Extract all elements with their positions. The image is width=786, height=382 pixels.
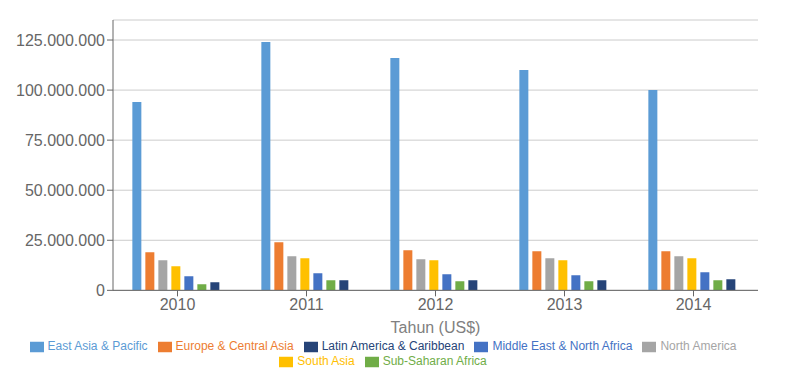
html-text:East Asia & Pacific: East Asia & Pacific bbox=[47, 339, 148, 354]
html-text:Latin America & Caribbean: Latin America & Caribbean bbox=[321, 339, 465, 354]
svg-text:0: 0 bbox=[96, 282, 105, 299]
svg-text:2014: 2014 bbox=[676, 296, 712, 313]
svg-text:125.000.000: 125.000.000 bbox=[16, 32, 105, 49]
html-text:Sub-Saharan Africa: Sub-Saharan Africa bbox=[382, 354, 487, 369]
html-text:Europe & Central Asia: Europe & Central Asia bbox=[175, 339, 294, 354]
html-text:North America: North America bbox=[660, 339, 737, 354]
svg-text:25.000.000: 25.000.000 bbox=[25, 232, 105, 249]
svg-text:2013: 2013 bbox=[547, 296, 583, 313]
svg-text:Tahun (US$): Tahun (US$) bbox=[391, 319, 481, 336]
html-text:South Asia: South Asia bbox=[297, 354, 355, 369]
svg-text:2012: 2012 bbox=[418, 296, 454, 313]
svg-text:2010: 2010 bbox=[160, 296, 196, 313]
svg-text:2011: 2011 bbox=[289, 296, 324, 313]
svg-text:75.000.000: 75.000.000 bbox=[25, 132, 105, 149]
svg-text:100.000.000: 100.000.000 bbox=[16, 82, 105, 99]
svg-text:50.000.000: 50.000.000 bbox=[25, 182, 105, 199]
html-text:Middle East & North Africa: Middle East & North Africa bbox=[492, 339, 633, 354]
